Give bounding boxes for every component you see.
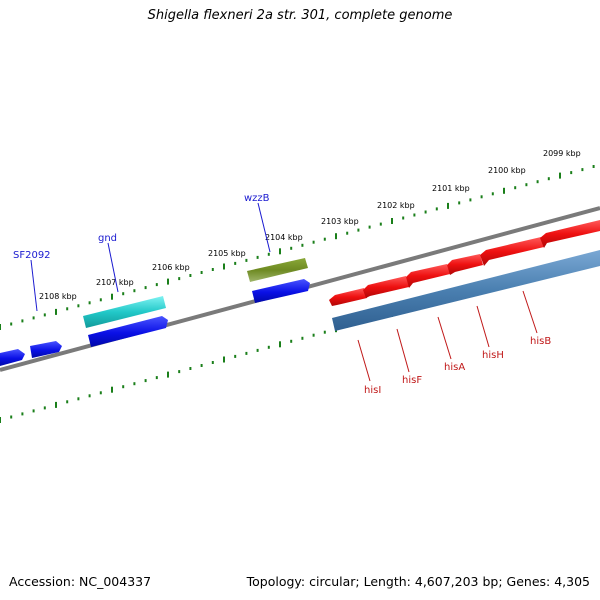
gene-red-2[interactable] <box>363 276 409 298</box>
gene-label-SF2092[interactable]: SF2092 <box>13 250 51 261</box>
upper-gene-labels: wzzB gnd SF2092 <box>13 193 270 261</box>
ruler-label-2106: 2106 kbp <box>152 263 190 272</box>
leader-hisI <box>357 339 371 382</box>
gene-red-1[interactable] <box>329 288 367 306</box>
gene-blue-1[interactable] <box>252 279 310 303</box>
leader-hisF <box>396 328 410 373</box>
gene-gnd[interactable] <box>83 296 166 328</box>
upper-label-leaders <box>30 202 271 312</box>
map-title: Shigella flexneri 2a str. 301, complete … <box>147 8 453 23</box>
leader-gnd <box>107 242 119 293</box>
gene-label-hisF[interactable]: hisF <box>402 375 422 386</box>
ruler-label-2105: 2105 kbp <box>208 249 246 258</box>
lower-label-leaders <box>357 290 538 382</box>
ruler-label-2107: 2107 kbp <box>96 278 134 287</box>
ruler-upper <box>0 165 595 330</box>
ruler-label-2104: 2104 kbp <box>265 233 303 242</box>
ruler-label-2099: 2099 kbp <box>543 149 581 158</box>
ruler-label-2102: 2102 kbp <box>377 201 415 210</box>
gene-blue-3[interactable] <box>30 341 62 358</box>
lower-strand-genes <box>329 220 600 331</box>
ruler-label-2100: 2100 kbp <box>488 166 526 175</box>
gene-label-gnd[interactable]: gnd <box>98 233 117 244</box>
gene-label-hisH[interactable]: hisH <box>482 350 504 361</box>
ruler-label-2108: 2108 kbp <box>39 292 77 301</box>
leader-hisH <box>476 305 490 348</box>
ruler-labels: 2099 kbp 2100 kbp 2101 kbp 2102 kbp 2103… <box>39 149 581 301</box>
ruler-label-2101: 2101 kbp <box>432 184 470 193</box>
gene-label-hisB[interactable]: hisB <box>530 336 551 347</box>
leader-hisB <box>522 290 538 334</box>
upper-strand-genes <box>0 258 310 366</box>
genome-summary-text: Topology: circular; Length: 4,607,203 bp… <box>246 574 590 589</box>
gene-red-5[interactable] <box>480 237 544 266</box>
gene-label-wzzB[interactable]: wzzB <box>244 193 270 204</box>
gene-red-3[interactable] <box>406 264 450 288</box>
leader-wzzB <box>257 202 271 253</box>
accession-text: Accession: NC_004337 <box>9 574 152 589</box>
gene-red-6[interactable] <box>540 220 600 248</box>
gene-his-operon-bar[interactable] <box>332 250 600 331</box>
gene-red-4[interactable] <box>447 254 483 275</box>
gene-wzzB[interactable] <box>247 258 308 282</box>
leader-hisA <box>437 316 452 360</box>
gene-label-hisI[interactable]: hisI <box>364 385 381 396</box>
lower-gene-labels: hisI hisF hisA hisH hisB <box>364 336 551 396</box>
ruler-label-2103: 2103 kbp <box>321 217 359 226</box>
leader-SF2092 <box>30 259 38 312</box>
gene-blue-4[interactable] <box>0 349 25 366</box>
gene-blue-2[interactable] <box>88 316 168 347</box>
gene-label-hisA[interactable]: hisA <box>444 362 465 373</box>
